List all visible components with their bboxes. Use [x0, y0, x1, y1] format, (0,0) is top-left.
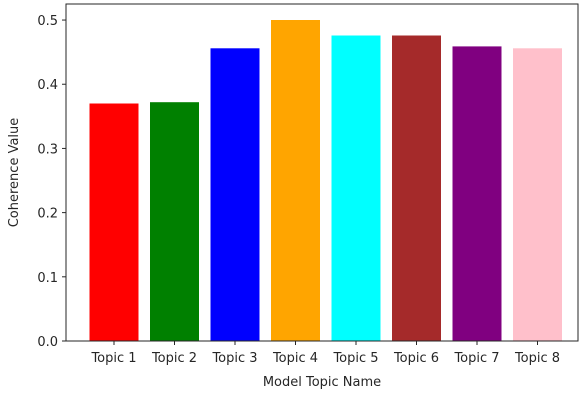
y-tick-label: 0.5: [37, 14, 58, 29]
bar-topic-5: [331, 35, 381, 341]
bar-topic-4: [271, 20, 320, 341]
y-tick-label: 0.4: [37, 78, 58, 93]
x-tick-label: Topic 3: [211, 351, 257, 366]
bar-topic-6: [392, 35, 441, 341]
x-tick-label: Topic 6: [393, 351, 439, 366]
axes: [65, 3, 579, 342]
y-tick-label: 0.0: [37, 335, 58, 350]
x-axis-label: Model Topic Name: [263, 375, 381, 390]
bar-topic-8: [513, 48, 562, 342]
plot-frame: [65, 3, 579, 342]
bar-topic-1: [89, 103, 139, 341]
y-tick-label: 0.3: [37, 142, 58, 157]
bar-topic-2: [150, 102, 199, 341]
x-tick-label: Topic 8: [514, 351, 560, 366]
y-ticks: 0.0 0.1 0.2 0.3 0.4 0.5: [37, 14, 66, 350]
bar-topic-7: [452, 46, 502, 342]
y-axis-label: Coherence Value: [7, 118, 22, 228]
x-tick-label: Topic 5: [332, 351, 378, 366]
x-tick-label: Topic 4: [272, 351, 318, 366]
x-tick-label: Topic 7: [453, 351, 499, 366]
y-tick-label: 0.1: [37, 271, 58, 286]
x-tick-label: Topic 1: [90, 351, 136, 366]
bar-topic-3: [210, 48, 260, 342]
x-tick-label: Topic 2: [151, 351, 197, 366]
x-ticks: Topic 1 Topic 2 Topic 3 Topic 4 Topic 5 Topic…: [90, 341, 560, 366]
bars: [89, 20, 562, 342]
y-tick-label: 0.2: [37, 207, 58, 222]
